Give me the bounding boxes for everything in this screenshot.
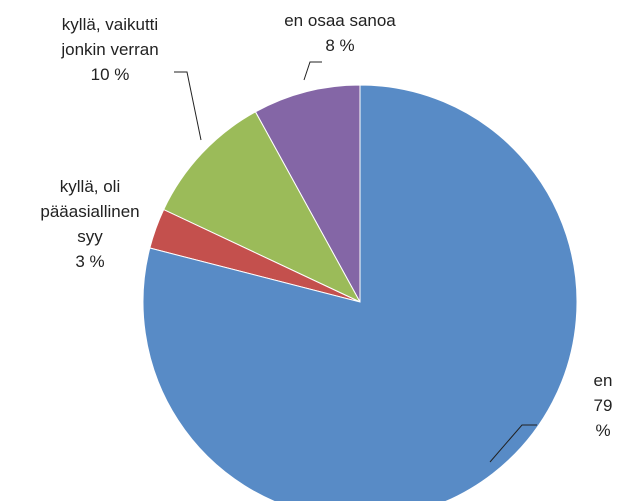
slice-label: kyllä, oli pääasiallinen syy 3 %: [40, 174, 139, 274]
pie-slice: [254, 84, 361, 303]
value-label: 79 %: [593, 396, 613, 440]
pie-slice: [142, 84, 578, 501]
category-label: en osaa sanoa: [284, 11, 396, 30]
category-label: en: [593, 371, 613, 390]
value-label: 10 %: [90, 65, 130, 84]
slice-label: en osaa sanoa 8 %: [284, 8, 396, 58]
category-label: kyllä, oli pääasiallinen syy: [40, 177, 140, 246]
value-label: 3 %: [75, 252, 105, 271]
slice-label: en 79 %: [591, 368, 616, 443]
leader-line: [303, 61, 322, 81]
leader-line: [489, 424, 537, 463]
pie-slice: [162, 111, 362, 304]
slice-label: kyllä, vaikutti jonkin verran 10 %: [61, 12, 158, 87]
category-label: kyllä, vaikutti jonkin verran: [61, 15, 159, 59]
leader-line: [174, 71, 202, 141]
value-label: 8 %: [325, 36, 355, 55]
